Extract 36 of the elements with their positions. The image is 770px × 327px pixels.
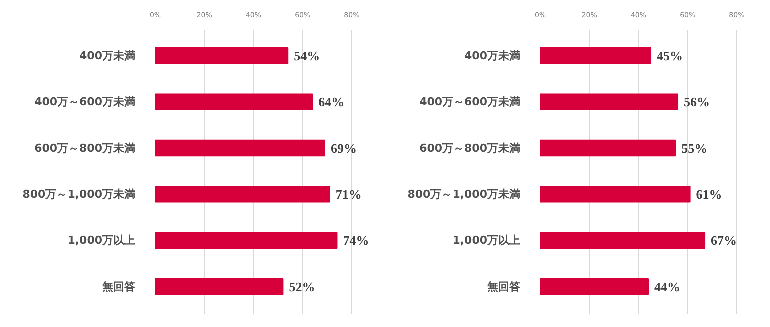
y-tick-label: 800万～1,000万未満 xyxy=(408,188,521,201)
data-label: 69% xyxy=(330,140,357,156)
data-label: 64% xyxy=(318,94,345,110)
bar xyxy=(156,232,338,249)
data-label: 56% xyxy=(684,94,710,110)
data-label: 54% xyxy=(294,48,320,64)
y-tick-label: 400万～600万未満 xyxy=(420,96,521,109)
y-tick-label: 400万～600万未満 xyxy=(34,96,136,109)
bar xyxy=(540,186,691,203)
y-tick-label: 400万未満 xyxy=(464,49,521,62)
bar xyxy=(156,186,330,203)
y-tick-label: 無回答 xyxy=(486,280,522,294)
y-tick-label: 1,000万以上 xyxy=(68,234,136,248)
bar xyxy=(540,232,706,249)
y-tick-label: 1,000万以上 xyxy=(452,234,521,248)
y-tick-label: 600万～800万未満 xyxy=(420,142,521,155)
data-label: 71% xyxy=(336,186,362,202)
bar xyxy=(156,48,289,64)
bar xyxy=(156,94,314,110)
bar xyxy=(156,278,284,296)
data-label: 67% xyxy=(711,233,738,248)
bar xyxy=(156,140,326,157)
bar xyxy=(540,140,676,157)
bar xyxy=(540,94,679,110)
data-label: 52% xyxy=(289,279,316,294)
y-tick-label: 600万～800万未満 xyxy=(34,142,136,155)
y-tick-label: 400万未満 xyxy=(80,49,136,62)
bar xyxy=(540,278,650,296)
data-label: 44% xyxy=(654,279,681,294)
data-label: 55% xyxy=(682,140,708,156)
y-tick-label: 800万～1,000万未満 xyxy=(22,188,136,201)
bar xyxy=(540,48,652,64)
data-label: 45% xyxy=(657,48,684,64)
y-tick-label: 無回答 xyxy=(102,280,136,294)
data-label: 61% xyxy=(696,186,722,202)
data-label: 74% xyxy=(343,233,370,248)
